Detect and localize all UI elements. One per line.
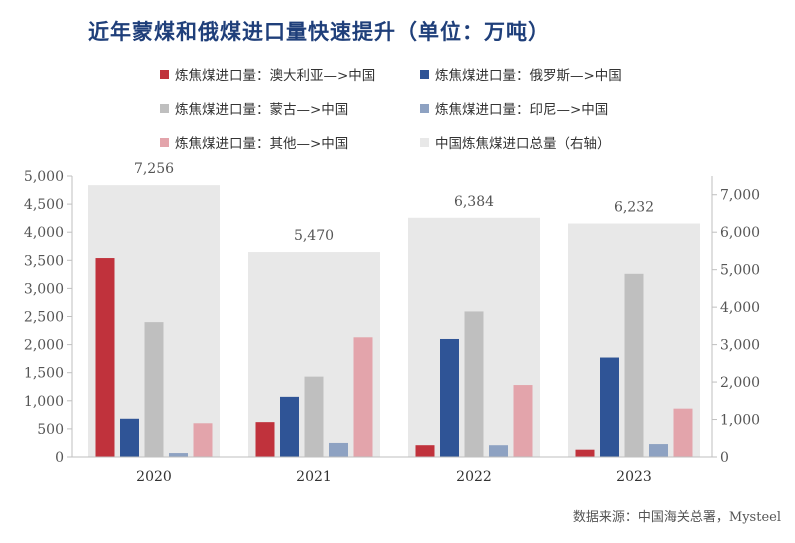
bar-series2-2021 — [280, 396, 299, 457]
legend-label: 炼焦煤进口量：印尼—>中国 — [435, 102, 609, 118]
legend-swatch — [160, 103, 169, 113]
legend-label: 炼焦煤进口量：其他—>中国 — [175, 136, 349, 152]
right-tick-label: 6,000 — [720, 225, 760, 241]
right-tick-label: 3,000 — [720, 338, 760, 354]
right-tick-label: 2,000 — [720, 375, 760, 391]
x-tick-2022: 2022 — [456, 469, 492, 485]
bar-series1-2021 — [255, 422, 275, 457]
right-tick-label: 0 — [720, 450, 729, 466]
bar-series2-2023 — [600, 357, 619, 457]
bar-series3-2022 — [464, 311, 484, 457]
bar-series2-2022 — [440, 338, 459, 457]
x-tick-2023: 2023 — [616, 469, 652, 485]
legend-label: 炼焦煤进口量：澳大利亚—>中国 — [175, 68, 376, 84]
legend-swatch — [160, 137, 169, 147]
bar-series2-2020 — [120, 418, 139, 457]
total-label-2023: 6,232 — [614, 200, 654, 216]
left-tick-label: 4,000 — [24, 225, 64, 241]
total-label-2022: 6,384 — [454, 194, 494, 210]
left-tick-label: 1,000 — [24, 394, 64, 410]
left-tick-label: 2,500 — [24, 310, 64, 326]
legend-item-4: 炼焦煤进口量：印尼—>中国 — [420, 98, 608, 118]
legend-label: 中国炼焦煤进口总量（右轴） — [435, 136, 611, 152]
legend-swatch — [420, 137, 429, 147]
legend-item-5: 炼焦煤进口量：其他—>中国 — [160, 132, 348, 152]
legend-item-1: 炼焦煤进口量：澳大利亚—>中国 — [160, 64, 375, 84]
legend-swatch — [420, 69, 429, 79]
bar-series4-2022 — [489, 445, 508, 457]
x-tick-2021: 2021 — [296, 469, 332, 485]
bar-series5-2021 — [353, 337, 373, 457]
bar-series1-2023 — [575, 449, 595, 457]
bar-series1-2020 — [95, 258, 115, 457]
legend-item-6: 中国炼焦煤进口总量（右轴） — [420, 132, 611, 152]
left-tick-label: 3,000 — [24, 281, 64, 297]
left-tick-label: 500 — [37, 422, 64, 438]
bar-series4-2023 — [649, 444, 668, 457]
chart-legend: 炼焦煤进口量：澳大利亚—>中国 炼焦煤进口量：俄罗斯—>中国炼焦煤进口量：蒙古—>… — [0, 0, 795, 160]
bar-series4-2020 — [169, 453, 188, 457]
source-note: 数据来源：中国海关总署，Mysteel — [572, 510, 781, 525]
bar-series3-2021 — [304, 376, 324, 457]
legend-label: 炼焦煤进口量：俄罗斯—>中国 — [435, 68, 622, 84]
legend-label: 炼焦煤进口量：蒙古—>中国 — [175, 102, 349, 118]
total-label-2021: 5,470 — [294, 228, 334, 244]
bar-series3-2023 — [624, 273, 644, 457]
legend-item-3: 炼焦煤进口量：蒙古—>中国 — [160, 98, 348, 118]
total-label-2020: 7,256 — [134, 161, 174, 177]
left-tick-label: 0 — [55, 450, 64, 466]
bar-series1-2022 — [415, 445, 435, 457]
bar-series4-2021 — [329, 442, 348, 457]
legend-swatch — [160, 69, 169, 79]
chart-title: 近年蒙煤和俄煤进口量快速提升（单位：万吨） — [88, 20, 550, 44]
left-tick-label: 1,500 — [24, 366, 64, 382]
bar-series5-2022 — [513, 385, 533, 457]
right-tick-label: 1,000 — [720, 413, 760, 429]
right-tick-label: 5,000 — [720, 263, 760, 279]
legend-item-2: 炼焦煤进口量：俄罗斯—>中国 — [420, 64, 622, 84]
legend-swatch — [420, 103, 429, 113]
left-tick-label: 2,000 — [24, 338, 64, 354]
bar-series5-2020 — [193, 423, 213, 457]
left-tick-label: 5,000 — [24, 169, 64, 185]
left-tick-label: 3,500 — [24, 253, 64, 269]
right-tick-label: 4,000 — [720, 300, 760, 316]
right-tick-label: 7,000 — [720, 188, 760, 204]
left-tick-label: 4,500 — [24, 197, 64, 213]
bar-series5-2023 — [673, 408, 693, 457]
bar-series3-2020 — [144, 322, 164, 457]
x-tick-2020: 2020 — [136, 469, 172, 485]
